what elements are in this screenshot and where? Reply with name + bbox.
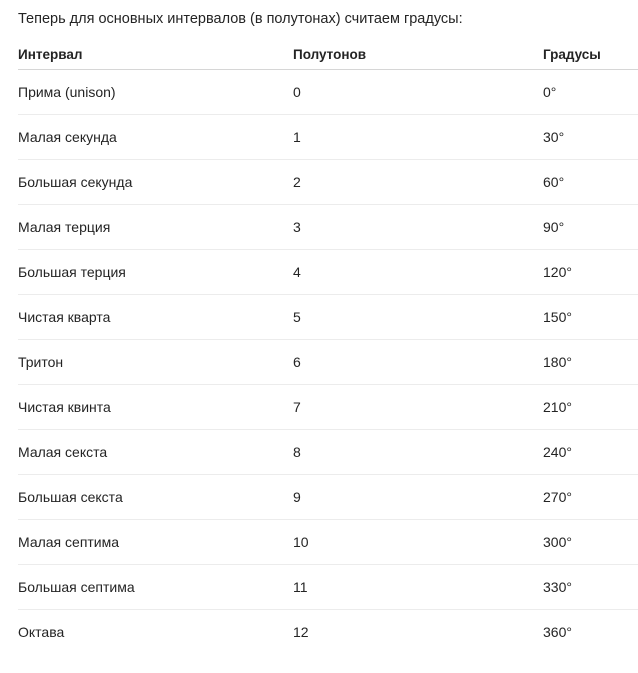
cell-degrees: 30°: [543, 114, 638, 160]
cell-degrees: 240°: [543, 429, 638, 475]
cell-semitones: 12: [293, 624, 309, 640]
cell-degrees: 300°: [543, 519, 638, 565]
cell-interval: Большая секста: [18, 474, 293, 520]
cell-interval: Малая секунда: [18, 114, 293, 160]
table-row: Большая септима 11 330°: [18, 564, 638, 610]
cell-degrees: 150°: [543, 294, 638, 340]
cell-interval: Чистая квинта: [18, 384, 293, 430]
table-row: Малая секунда 1 30°: [18, 114, 638, 160]
cell-semitones: 4: [293, 249, 543, 295]
table-row: Чистая квинта 7 210°: [18, 384, 638, 430]
intro-text: Теперь для основных интервалов (в полуто…: [18, 11, 463, 27]
cell-degrees: 120°: [543, 249, 638, 295]
table-row: Малая септима 10 300°: [18, 519, 638, 565]
table-row: Тритон 6 180°: [18, 339, 638, 385]
header-interval: Интервал: [18, 40, 293, 70]
table-row: Большая секунда 2 60°: [18, 159, 638, 205]
table-row: Чистая кварта 5 150°: [18, 294, 638, 340]
header-semitones: Полутонов: [293, 40, 543, 70]
intervals-table: Интервал Полутонов Градусы Прима (unison…: [18, 40, 638, 654]
cell-interval: Прима (unison): [18, 69, 293, 115]
cell-semitones: 2: [293, 159, 543, 205]
cell-degrees: 60°: [543, 159, 638, 205]
cell-interval: Большая септима: [18, 564, 293, 610]
cell-degrees: 270°: [543, 474, 638, 520]
cell-degrees: 90°: [543, 204, 638, 250]
table-row: Малая секста 8 240°: [18, 429, 638, 475]
table-row: Прима (unison) 0 0°: [18, 69, 638, 115]
cell-interval: Большая терция: [18, 249, 293, 295]
cell-semitones: 5: [293, 294, 543, 340]
cell-degrees: 360°: [543, 624, 572, 640]
header-degrees: Градусы: [543, 40, 638, 70]
cell-semitones: 11: [293, 564, 543, 610]
cell-semitones: 10: [293, 519, 543, 565]
cell-degrees: 210°: [543, 384, 638, 430]
table-header-row: Интервал Полутонов Градусы: [18, 40, 638, 70]
cell-semitones: 7: [293, 384, 543, 430]
cell-semitones: 6: [293, 339, 543, 385]
cell-interval: Чистая кварта: [18, 294, 293, 340]
cell-interval: Большая секунда: [18, 159, 293, 205]
cell-degrees: 0°: [543, 69, 638, 115]
cell-semitones: 3: [293, 204, 543, 250]
cell-interval: Тритон: [18, 339, 293, 385]
cell-degrees: 330°: [543, 564, 638, 610]
table-row: Большая секста 9 270°: [18, 474, 638, 520]
cell-semitones: 9: [293, 474, 543, 520]
table-row: Октава 12 360°: [18, 610, 638, 655]
cell-interval: Малая секста: [18, 429, 293, 475]
cell-semitones: 1: [293, 114, 543, 160]
cell-interval: Малая септима: [18, 519, 293, 565]
table-row: Большая терция 4 120°: [18, 249, 638, 295]
cell-degrees: 180°: [543, 339, 638, 385]
cell-interval: Октава: [18, 624, 65, 640]
cell-interval: Малая терция: [18, 204, 293, 250]
cell-semitones: 8: [293, 429, 543, 475]
table-row: Малая терция 3 90°: [18, 204, 638, 250]
cell-semitones: 0: [293, 69, 543, 115]
